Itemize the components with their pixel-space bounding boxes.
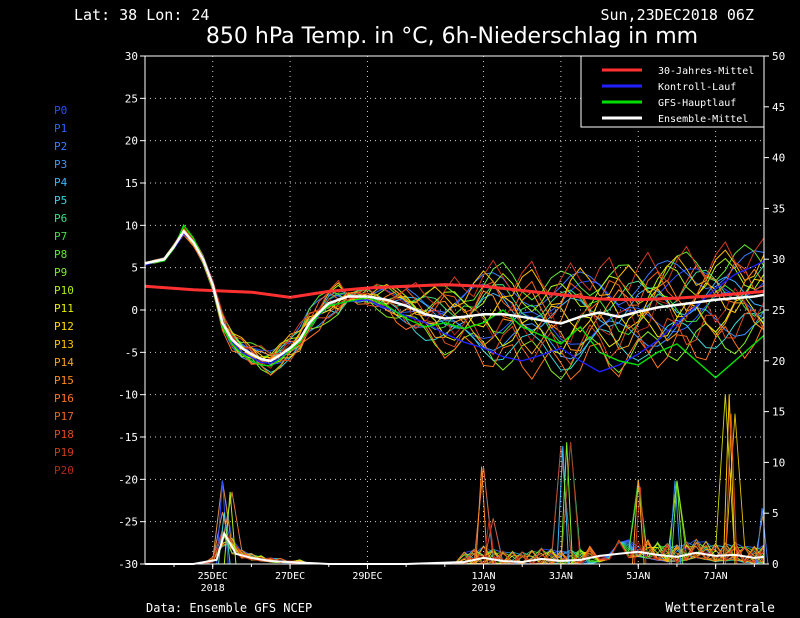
- member-label-p15: P15: [54, 374, 74, 387]
- climate-mean-line: [144, 283, 765, 302]
- precip-peak: [223, 491, 237, 565]
- legend-entry: GFS-Hauptlauf: [658, 98, 736, 109]
- member-label-p11: P11: [54, 302, 74, 315]
- member-label-p5: P5: [54, 194, 67, 207]
- x-tick-label: 25DEC: [198, 571, 228, 582]
- precip-peak: [475, 466, 488, 565]
- right-tick-label: 35: [772, 202, 785, 215]
- legend-entry: Ensemble-Mittel: [658, 114, 748, 125]
- run-datetime: Sun,23DEC2018 06Z: [600, 6, 754, 24]
- right-tick-label: 45: [772, 101, 785, 114]
- ensemble-mean-line: [144, 229, 765, 363]
- member-temperature-lines: [144, 223, 765, 381]
- data-source: Data: Ensemble GFS NCEP: [146, 601, 312, 615]
- member-label-p14: P14: [54, 356, 74, 369]
- member-label-p12: P12: [54, 320, 74, 333]
- legend-entry: 30-Jahres-Mittel: [658, 66, 754, 77]
- x-tick-label: 5JAN: [626, 571, 650, 582]
- precip-peak: [755, 508, 769, 565]
- axis-ticks: [140, 55, 769, 569]
- legend-box: 30-Jahres-Mittel Kontroll-Lauf GFS-Hauptla…: [580, 55, 765, 128]
- precip-peak: [483, 518, 496, 565]
- temp-line-p20: [144, 230, 765, 369]
- left-tick-label: 30: [125, 50, 138, 63]
- legend-entry: Kontroll-Lauf: [658, 82, 736, 93]
- precip-peak: [722, 394, 736, 565]
- temp-line-p8: [144, 227, 765, 355]
- left-tick-label: 15: [125, 177, 138, 190]
- right-tick-label: 5: [772, 507, 779, 520]
- x-tick-label: 29DEC: [352, 571, 382, 582]
- member-label-p19: P19: [54, 446, 74, 459]
- right-tick-label: 30: [772, 253, 785, 266]
- right-tick-label: 10: [772, 456, 785, 469]
- right-tick-label: 0: [772, 558, 779, 571]
- temp-line-p16: [144, 234, 765, 381]
- member-legend: P0 P1 P2 P3 P4 P5 P6 P7 P8 P9 P10 P11 P12 P13 P14 P15 P1…: [54, 104, 74, 477]
- precip-peak: [724, 413, 738, 565]
- precip-peak: [556, 446, 570, 565]
- precip-peak: [632, 479, 645, 565]
- member-label-p18: P18: [54, 428, 74, 441]
- left-tick-label: 25: [125, 92, 138, 105]
- right-tick-label: 40: [772, 152, 785, 165]
- member-label-p9: P9: [54, 266, 67, 279]
- right-tick-label: 15: [772, 406, 785, 419]
- left-tick-label: -25: [118, 516, 138, 529]
- left-tick-label: -10: [118, 389, 138, 402]
- member-label-p8: P8: [54, 248, 67, 261]
- precip-layer: [145, 394, 769, 566]
- member-label-p4: P4: [54, 176, 68, 189]
- temp-line-p18: [144, 231, 765, 366]
- precip-peak: [670, 480, 684, 565]
- left-tick-label: -5: [125, 346, 138, 359]
- grid-lines: [145, 56, 764, 564]
- precip-peak: [633, 486, 647, 565]
- member-label-p6: P6: [54, 212, 67, 225]
- x-tick-label: 27DEC: [275, 571, 305, 582]
- brand-label: Wetterzentrale: [665, 601, 775, 616]
- member-label-p16: P16: [54, 392, 74, 405]
- member-label-p7: P7: [54, 230, 67, 243]
- precip-peak: [668, 480, 682, 565]
- member-label-p0: P0: [54, 104, 67, 117]
- x-tick-label: 7JAN: [704, 571, 728, 582]
- left-tick-label: -15: [118, 431, 138, 444]
- left-tick-label: -30: [118, 558, 138, 571]
- left-tick-label: 0: [131, 304, 138, 317]
- member-label-p10: P10: [54, 284, 74, 297]
- x-tick-year: 2018: [201, 583, 225, 594]
- member-label-p1: P1: [54, 122, 67, 135]
- right-tick-label: 25: [772, 304, 785, 317]
- plot-frame: [144, 55, 765, 565]
- member-label-p20: P20: [54, 464, 74, 477]
- temp-line-p11: [144, 232, 765, 359]
- x-tick-label: 1JAN: [471, 571, 495, 582]
- left-tick-label: 10: [125, 219, 138, 232]
- member-label-p3: P3: [54, 158, 67, 171]
- precip-peak: [560, 442, 573, 565]
- left-tick-label: 20: [125, 135, 138, 148]
- temp-line-p2: [144, 229, 765, 362]
- precip-ensemble-mean: [145, 530, 765, 565]
- temp-line-p13: [144, 228, 765, 361]
- temp-line-p7: [144, 231, 765, 359]
- left-tick-label: 5: [131, 262, 138, 275]
- location-label: Lat: 38 Lon: 24: [74, 6, 209, 24]
- x-tick-label: 3JAN: [549, 571, 573, 582]
- member-label-p17: P17: [54, 410, 74, 423]
- member-label-p2: P2: [54, 140, 67, 153]
- chart-title: 850 hPa Temp. in °C, 6h-Niederschlag in …: [206, 24, 698, 49]
- left-axis-labels: 30 25 20 15 10 5 0 -5 -10 -15 -20 -25 -30: [118, 50, 138, 571]
- member-label-p13: P13: [54, 338, 74, 351]
- right-tick-label: 20: [772, 355, 785, 368]
- x-tick-year: 2019: [471, 583, 495, 594]
- right-tick-label: 50: [772, 50, 785, 63]
- temp-line-p19: [144, 226, 765, 355]
- left-tick-label: -20: [118, 473, 138, 486]
